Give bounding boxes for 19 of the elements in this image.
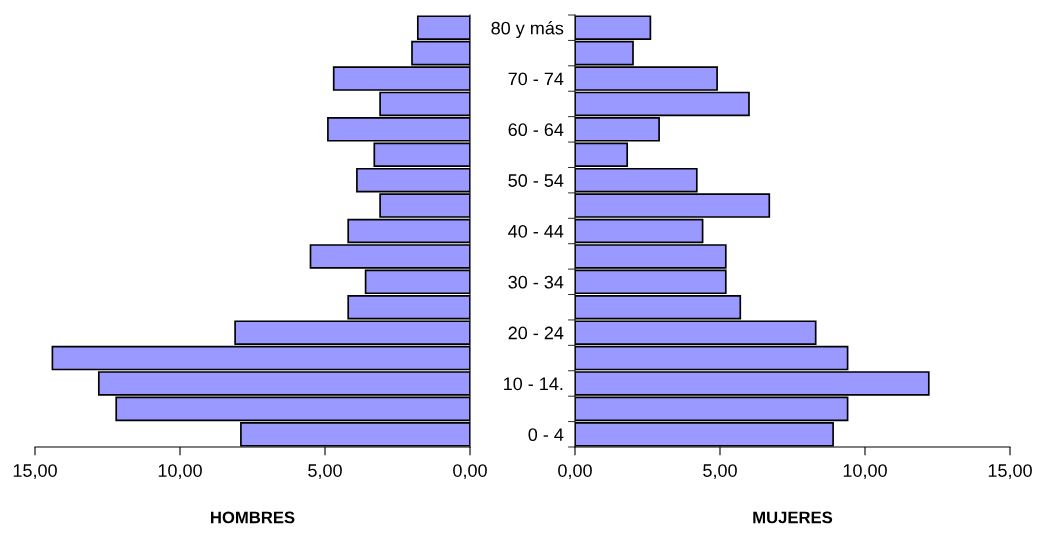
x-tick-label: 15,00 bbox=[988, 464, 1032, 480]
y-tick-label: 30 - 34 bbox=[508, 275, 564, 289]
x-tick-label: 0,00 bbox=[558, 464, 592, 480]
y-tick-label: 80 y más bbox=[491, 21, 564, 39]
y-tick-label: 0 - 4 bbox=[528, 428, 564, 442]
x-axis-title: MUJERES bbox=[753, 511, 833, 524]
y-tick-label: 40 - 44 bbox=[508, 224, 564, 238]
x-tick-label: 10,00 bbox=[158, 464, 202, 480]
y-tick-label: 60 - 64 bbox=[508, 123, 564, 137]
x-tick-label: 5,00 bbox=[308, 464, 342, 480]
x-tick-label: 10,00 bbox=[843, 464, 887, 480]
x-tick-label: 5,00 bbox=[703, 464, 737, 480]
y-tick-label: 20 - 24 bbox=[508, 326, 564, 340]
y-tick-label: 10 - 14. bbox=[504, 377, 563, 391]
y-tick-label: 50 - 54 bbox=[508, 174, 564, 187]
y-tick-label: 70 - 74 bbox=[508, 72, 564, 86]
x-tick-label: 0,00 bbox=[453, 464, 487, 480]
x-tick-label: 15,00 bbox=[13, 464, 57, 480]
x-axis-title: HOMBRES bbox=[211, 511, 295, 524]
